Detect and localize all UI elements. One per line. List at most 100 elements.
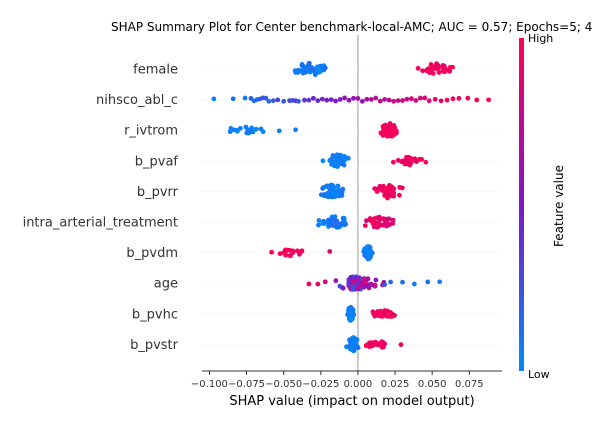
shap-point — [362, 252, 368, 258]
feature-label: b_pvaf — [135, 154, 179, 169]
shap-point — [402, 158, 408, 164]
shap-point — [315, 98, 321, 104]
shap-point — [227, 129, 233, 135]
x-tick-label: 0.050 — [418, 379, 447, 390]
shap-point — [441, 65, 447, 71]
feature-label: b_pvhc — [132, 307, 178, 322]
shap-point — [420, 68, 426, 74]
shap-point — [341, 221, 346, 227]
shap-point — [276, 128, 282, 134]
shap-point — [428, 62, 434, 67]
shap-point — [373, 221, 378, 226]
shap-point — [372, 186, 378, 192]
shap-point — [389, 313, 394, 319]
x-tick-label: −0.100 — [191, 379, 228, 390]
shap-point — [380, 313, 385, 319]
colorbar-label: Feature value — [552, 165, 566, 247]
shap-point — [382, 190, 388, 195]
shap-point — [450, 96, 456, 102]
shap-point — [404, 154, 409, 160]
shap-point — [297, 251, 302, 257]
shap-point — [419, 156, 424, 162]
feature-label: b_pvdm — [126, 246, 178, 261]
shap-point — [269, 249, 275, 255]
shap-point — [359, 280, 365, 286]
shap-point — [391, 98, 396, 104]
shap-point — [234, 128, 240, 133]
chart-title: SHAP Summary Plot for Center benchmark-l… — [111, 20, 592, 34]
shap-point — [407, 156, 413, 162]
shap-point — [306, 61, 312, 67]
feature-label: age — [154, 277, 178, 292]
shap-point — [465, 95, 471, 101]
shap-point — [436, 70, 442, 75]
shap-point — [287, 253, 293, 258]
shap-point — [366, 284, 372, 290]
colorbar-low-label: Low — [528, 368, 550, 381]
shap-point — [347, 338, 353, 343]
shap-point — [253, 126, 259, 132]
shap-point — [355, 95, 361, 101]
shap-point — [362, 223, 368, 229]
shap-point — [348, 347, 354, 352]
shap-point — [396, 192, 402, 198]
shap-point — [328, 97, 334, 102]
shap-point — [322, 279, 328, 285]
shap-point — [422, 95, 428, 101]
shap-point — [387, 128, 393, 134]
shap-point — [394, 130, 399, 136]
colorbar — [519, 38, 524, 371]
shap-point — [335, 184, 341, 189]
shap-point — [322, 193, 327, 199]
shap-point — [361, 284, 367, 290]
shap-point — [322, 65, 328, 71]
shap-point — [287, 247, 293, 253]
shap-point — [386, 97, 392, 103]
shap-point — [339, 188, 345, 194]
feature-label: r_ivtrom — [124, 124, 178, 139]
x-tick-label: 0.025 — [381, 379, 410, 390]
shap-point — [329, 194, 335, 200]
shap-point — [415, 65, 421, 71]
shap-point — [348, 275, 354, 280]
shap-point — [400, 98, 405, 103]
shap-point — [350, 279, 356, 285]
shap-point — [337, 159, 343, 165]
shap-point — [346, 97, 352, 103]
shap-point — [342, 95, 347, 101]
shap-point — [426, 98, 432, 104]
shap-point — [328, 157, 334, 163]
shap-point — [371, 341, 377, 347]
shap-point — [347, 305, 353, 311]
shap-point — [242, 95, 248, 101]
shap-point — [350, 287, 356, 292]
shap-point — [323, 219, 329, 225]
shap-point — [348, 309, 353, 315]
shap-point — [382, 96, 388, 102]
shap-point — [444, 97, 450, 103]
shap-point — [474, 97, 480, 103]
shap-point — [347, 315, 352, 321]
shap-point — [424, 68, 429, 74]
shap-point — [324, 183, 330, 189]
shap-point — [211, 96, 217, 102]
shap-point — [390, 159, 396, 165]
shap-point — [302, 97, 307, 103]
shap-point — [337, 283, 343, 289]
shap-point — [333, 218, 339, 223]
shap-point — [386, 133, 392, 138]
shap-point — [266, 98, 272, 104]
shap-point — [339, 193, 345, 199]
shap-point — [320, 185, 326, 191]
shap-point — [409, 96, 414, 102]
x-axis-label: SHAP value (impact on model output) — [229, 394, 474, 409]
shap-point — [381, 341, 386, 347]
shap-point — [384, 313, 390, 319]
shap-point — [432, 96, 438, 102]
x-tick-label: −0.075 — [228, 379, 265, 390]
shap-point — [376, 185, 382, 191]
shap-point — [281, 250, 287, 256]
shap-point — [456, 95, 462, 101]
shap-point — [382, 282, 388, 288]
shap-point — [399, 185, 405, 191]
